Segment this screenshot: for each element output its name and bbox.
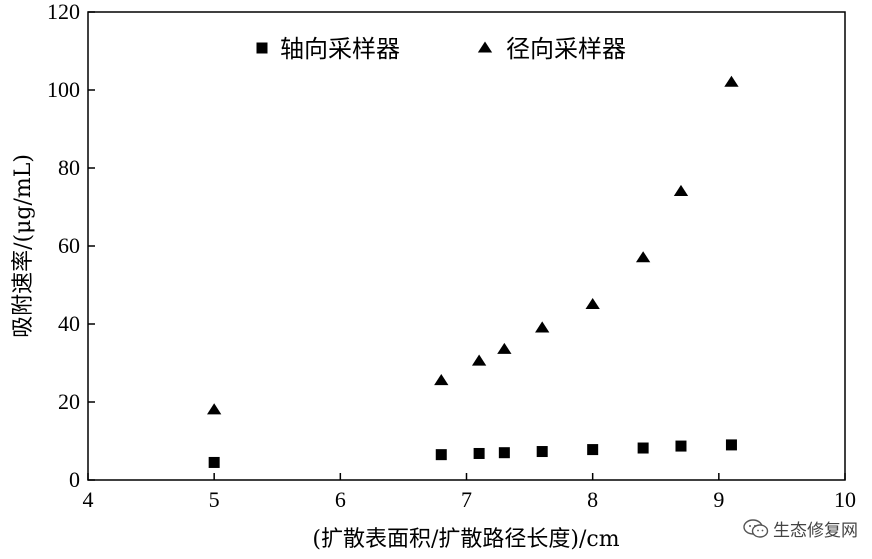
x-axis-ticks: 4 5 6 7 8 9 10 <box>83 473 856 512</box>
data-point-triangle <box>434 374 449 386</box>
wechat-icon <box>743 518 769 538</box>
y-tick-label: 0 <box>69 467 80 492</box>
data-point-square <box>725 439 737 451</box>
data-point-triangle <box>635 251 651 263</box>
data-point-triangle <box>471 354 487 366</box>
y-tick-label: 120 <box>47 0 80 24</box>
y-axis-ticks: 0 20 40 60 80 100 120 <box>47 0 95 492</box>
data-point-triangle <box>535 321 550 333</box>
data-point-triangle <box>497 342 512 354</box>
y-tick-label: 60 <box>58 233 80 258</box>
data-point-triangle <box>207 403 222 415</box>
watermark-text: 生态修复网 <box>773 521 858 541</box>
series-axial <box>208 439 737 468</box>
data-point-square <box>435 449 447 461</box>
x-tick-label: 6 <box>335 487 346 512</box>
data-point-square <box>587 444 599 456</box>
x-tick-label: 9 <box>713 487 724 512</box>
legend-label: 轴向采样器 <box>280 35 400 63</box>
y-tick-label: 80 <box>58 155 80 180</box>
legend-marker-square <box>256 42 268 54</box>
data-point-triangle <box>673 184 689 196</box>
x-axis-title: (扩散表面积/扩散路径长度)/cm <box>312 527 619 552</box>
data-point-triangle <box>724 75 739 87</box>
y-tick-label: 20 <box>58 389 80 414</box>
data-point-square <box>208 456 220 468</box>
data-point-square <box>536 446 548 458</box>
legend-label: 径向采样器 <box>506 35 626 63</box>
data-point-square <box>473 447 485 459</box>
x-tick-label: 4 <box>83 487 94 512</box>
data-point-square <box>637 442 649 454</box>
y-tick-label: 100 <box>47 77 80 102</box>
legend-marker-triangle <box>477 41 493 53</box>
legend: 轴向采样器 径向采样器 <box>256 35 626 63</box>
x-tick-label: 5 <box>209 487 220 512</box>
data-point-square <box>675 440 687 452</box>
x-tick-label: 8 <box>587 487 598 512</box>
y-tick-label: 40 <box>58 311 80 336</box>
y-axis-title: 吸附速率/(μg/mL) <box>11 154 36 338</box>
watermark: 生态修复网 <box>743 516 858 541</box>
data-point-square <box>498 447 510 459</box>
x-tick-label: 10 <box>834 487 856 512</box>
series-radial <box>207 75 739 415</box>
data-point-triangle <box>585 298 600 310</box>
data-points <box>207 75 739 468</box>
x-tick-label: 7 <box>461 487 472 512</box>
